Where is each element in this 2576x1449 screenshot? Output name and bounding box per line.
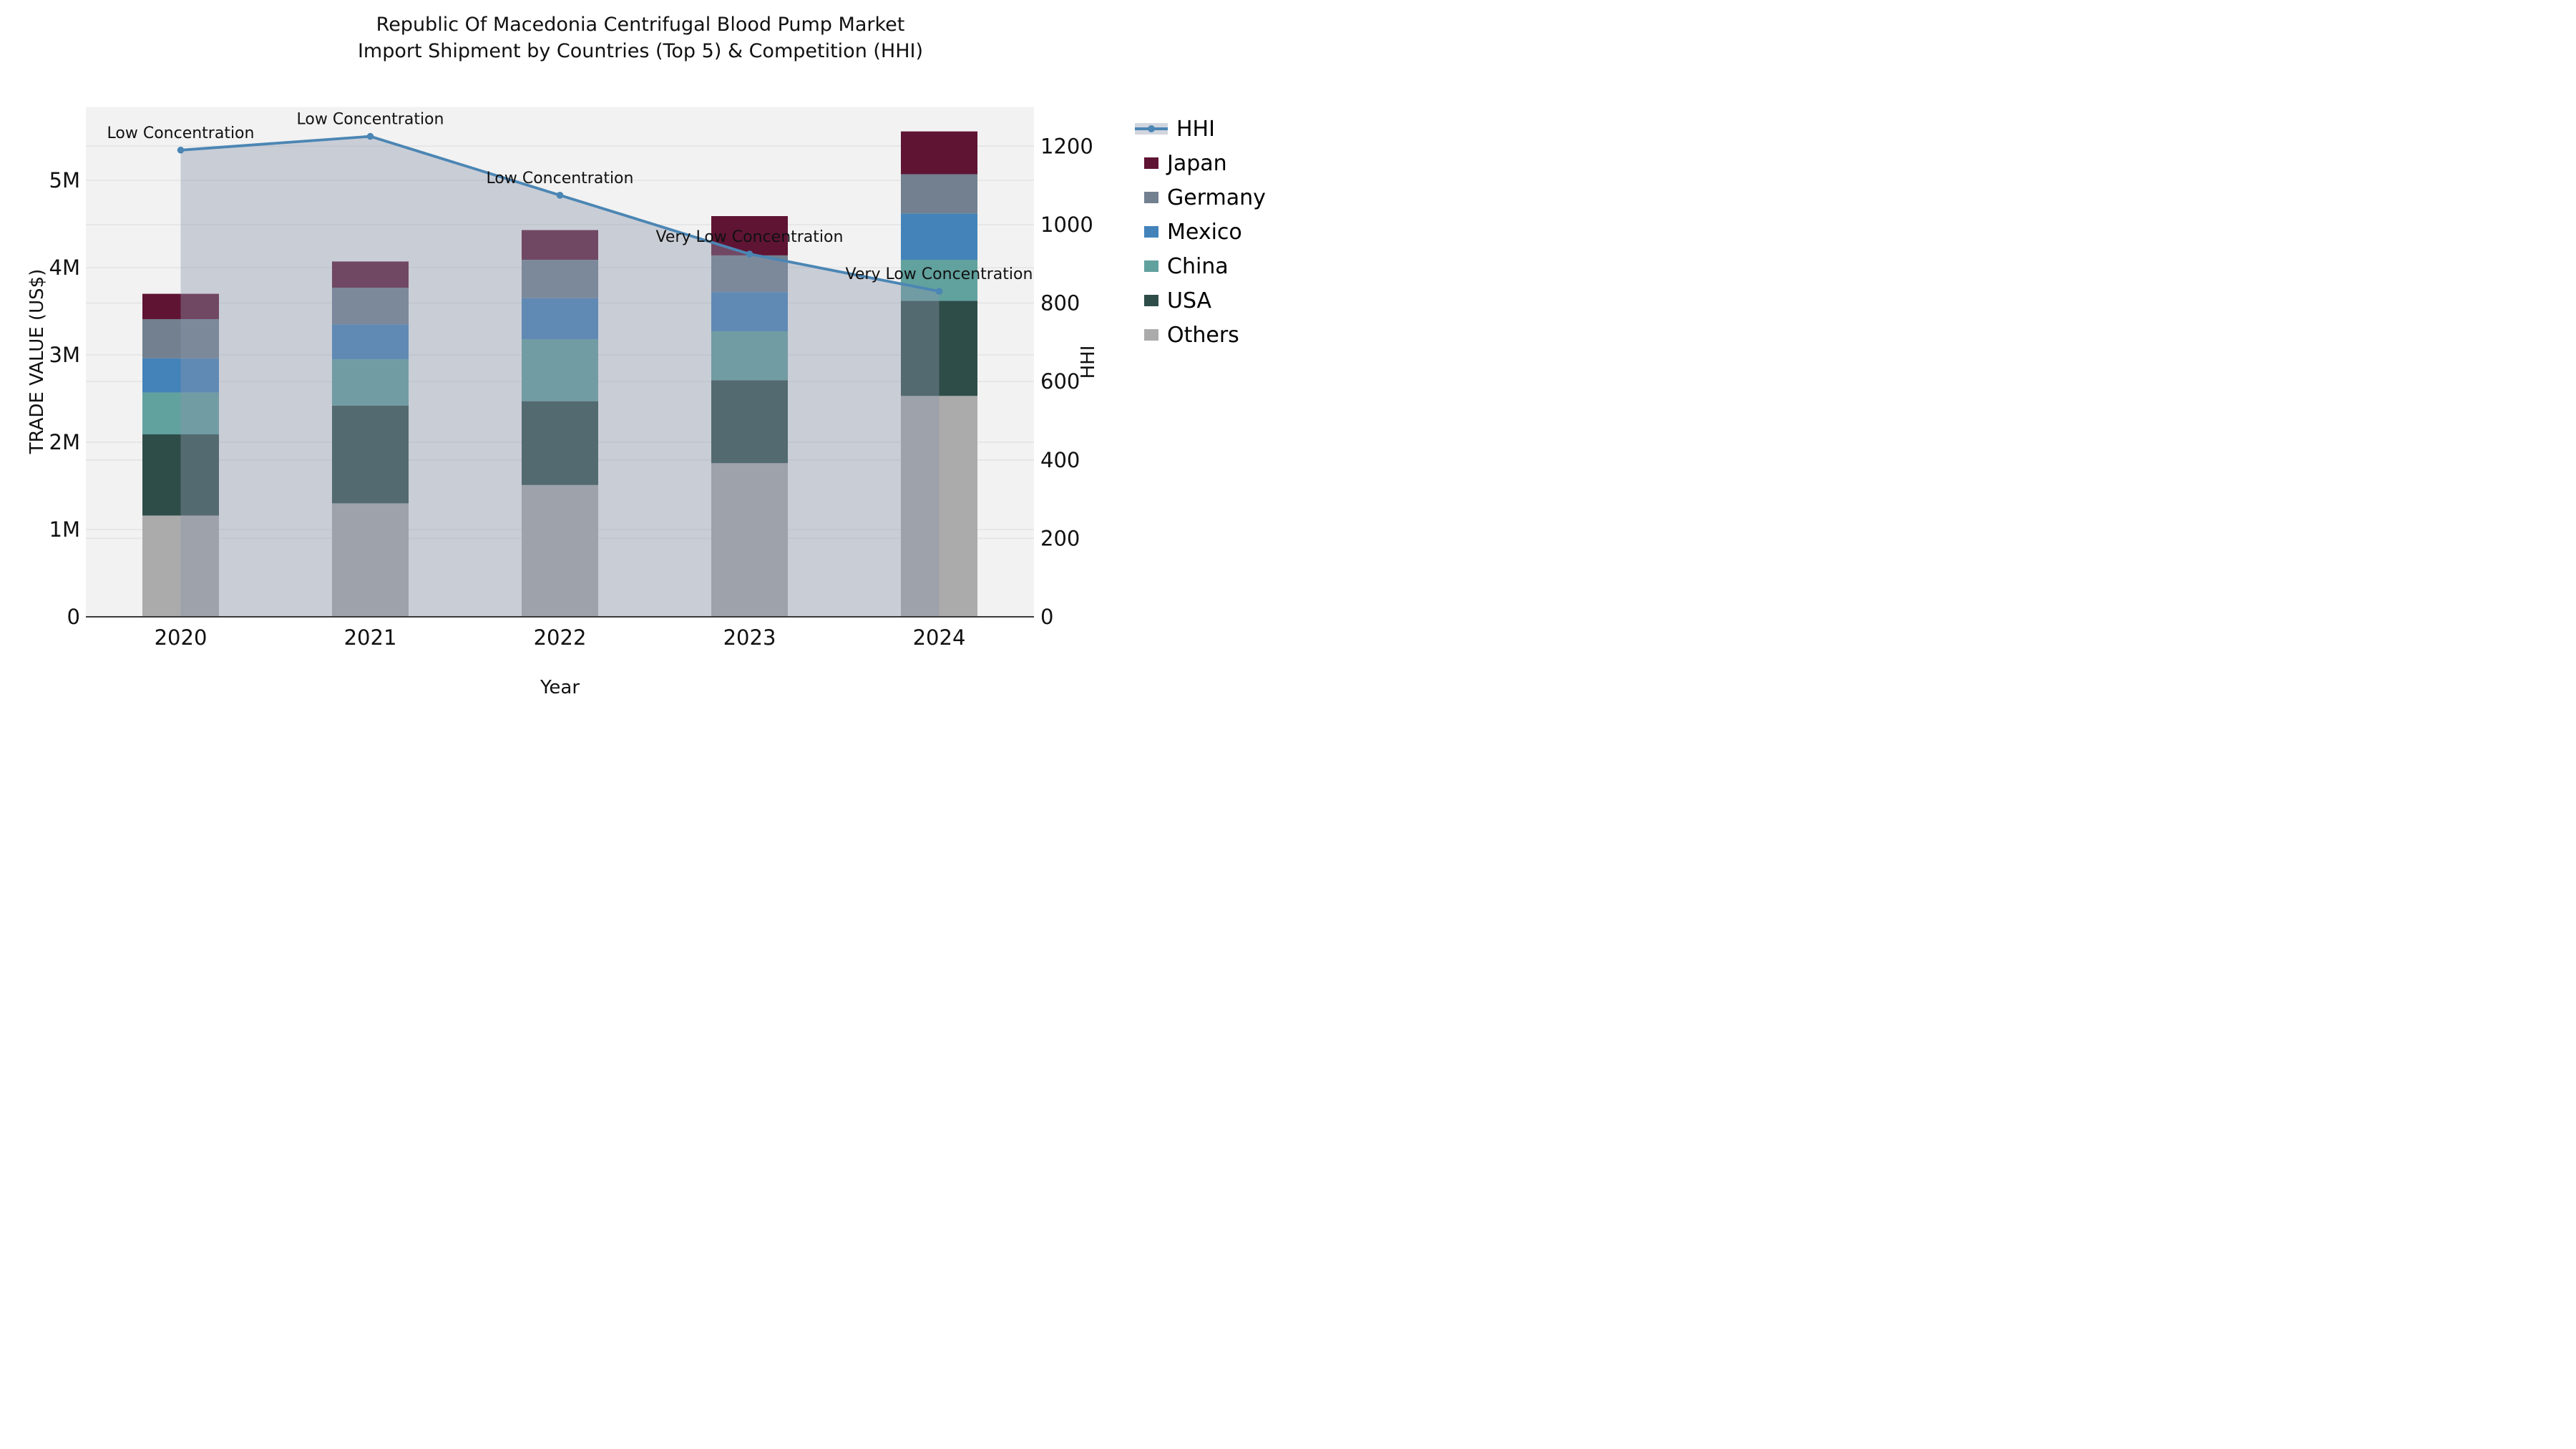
bar-segment-2020-others bbox=[142, 515, 219, 617]
legend-item-japan: Japan bbox=[1135, 146, 1266, 180]
annotation-2020: Low Concentration bbox=[107, 125, 255, 142]
hhi-point-2022 bbox=[556, 192, 564, 199]
legend-label-others: Others bbox=[1167, 322, 1239, 348]
legend-item-hhi: HHI bbox=[1135, 112, 1266, 146]
x-tick-2024: 2024 bbox=[913, 625, 966, 650]
bar-segment-2022-china bbox=[522, 339, 598, 401]
bar-segment-2024-japan bbox=[901, 131, 977, 175]
x-axis-label: Year bbox=[540, 677, 580, 698]
chart-title-line1: Republic Of Macedonia Centrifugal Blood … bbox=[376, 14, 905, 36]
right-tick-400: 400 bbox=[1040, 448, 1080, 472]
bar-segment-2023-china bbox=[711, 331, 788, 381]
legend-item-china: China bbox=[1135, 249, 1266, 283]
bar-segment-2020-japan bbox=[142, 293, 219, 319]
chart-figure: Low Concentration Low Concentration Low Co… bbox=[0, 0, 1288, 725]
right-tick-1000: 1000 bbox=[1040, 213, 1093, 237]
left-tick-3M: 3M bbox=[49, 343, 80, 367]
bar-segment-2023-usa bbox=[711, 380, 788, 464]
legend-item-usa: USA bbox=[1135, 283, 1266, 318]
bar-segment-2022-mexico bbox=[522, 298, 598, 340]
legend-swatch-china bbox=[1144, 260, 1158, 272]
legend-label-mexico: Mexico bbox=[1167, 219, 1242, 245]
right-axis-label: HHI bbox=[1078, 345, 1099, 379]
chart-title: Republic Of Macedonia Centrifugal Blood … bbox=[0, 11, 1281, 64]
hhi-point-2020 bbox=[177, 146, 185, 154]
right-tick-0: 0 bbox=[1040, 605, 1053, 629]
left-tick-1M: 1M bbox=[49, 517, 80, 542]
bar-segment-2021-china bbox=[332, 359, 409, 406]
left-tick-0: 0 bbox=[67, 605, 80, 629]
bar-segment-2020-germany bbox=[142, 318, 219, 358]
legend-swatch-usa bbox=[1144, 295, 1158, 306]
bar-segment-2021-mexico bbox=[332, 324, 409, 360]
annotation-2022: Low Concentration bbox=[487, 170, 634, 187]
left-axis-label: TRADE VALUE (US$) bbox=[26, 268, 48, 454]
bar-segment-2021-usa bbox=[332, 405, 409, 504]
bar-segment-2022-others bbox=[522, 484, 598, 617]
bar-segment-2020-china bbox=[142, 392, 219, 435]
chart-canvas: Low Concentration Low Concentration Low Co… bbox=[49, 107, 1093, 650]
legend-hhi-line-icon bbox=[1135, 123, 1168, 135]
right-tick-600: 600 bbox=[1040, 369, 1080, 394]
x-tick-2022: 2022 bbox=[534, 625, 587, 650]
legend-swatch-others bbox=[1144, 329, 1158, 341]
legend-hhi-marker bbox=[1148, 125, 1155, 132]
bar-segment-2020-mexico bbox=[142, 358, 219, 393]
legend-label-usa: USA bbox=[1167, 288, 1212, 313]
x-tick-2020: 2020 bbox=[155, 625, 208, 650]
bar-segment-2024-others bbox=[901, 396, 977, 617]
left-tick-4M: 4M bbox=[49, 255, 80, 280]
bar-segment-2024-usa bbox=[901, 301, 977, 396]
annotation-2021: Low Concentration bbox=[297, 111, 444, 129]
annotation-2024: Very Low Concentration bbox=[846, 265, 1033, 283]
bar-segment-2021-japan bbox=[332, 261, 409, 288]
bar-segment-2024-mexico bbox=[901, 213, 977, 260]
legend: HHI Japan Germany Mexico China USA Others bbox=[1135, 112, 1266, 352]
legend-swatch-japan bbox=[1144, 157, 1158, 169]
legend-label-hhi: HHI bbox=[1176, 116, 1215, 142]
left-tick-2M: 2M bbox=[49, 430, 80, 454]
right-tick-800: 800 bbox=[1040, 291, 1080, 316]
legend-label-china: China bbox=[1167, 253, 1229, 279]
x-tick-2023: 2023 bbox=[723, 625, 776, 650]
bar-segment-2022-japan bbox=[522, 230, 598, 260]
right-tick-1200: 1200 bbox=[1040, 134, 1093, 158]
right-tick-200: 200 bbox=[1040, 526, 1080, 550]
bar-segment-2024-germany bbox=[901, 174, 977, 214]
legend-item-others: Others bbox=[1135, 318, 1266, 352]
legend-label-japan: Japan bbox=[1167, 150, 1227, 176]
chart-title-line2: Import Shipment by Countries (Top 5) & C… bbox=[357, 40, 924, 62]
hhi-point-2024 bbox=[935, 288, 943, 295]
bar-segment-2023-germany bbox=[711, 255, 788, 293]
left-tick-5M: 5M bbox=[49, 168, 80, 192]
bar-segment-2022-germany bbox=[522, 260, 598, 298]
legend-swatch-germany bbox=[1144, 192, 1158, 203]
bar-segment-2023-japan bbox=[711, 216, 788, 255]
bar-segment-2021-others bbox=[332, 503, 409, 617]
x-tick-2021: 2021 bbox=[344, 625, 397, 650]
bar-segment-2023-others bbox=[711, 463, 788, 617]
legend-swatch-mexico bbox=[1144, 226, 1158, 238]
legend-item-germany: Germany bbox=[1135, 180, 1266, 215]
legend-label-germany: Germany bbox=[1167, 185, 1266, 210]
bar-segment-2022-usa bbox=[522, 401, 598, 485]
annotation-2023: Very Low Concentration bbox=[656, 228, 844, 246]
legend-item-mexico: Mexico bbox=[1135, 215, 1266, 249]
hhi-point-2021 bbox=[366, 132, 374, 140]
hhi-point-2023 bbox=[746, 250, 753, 258]
bar-segment-2023-mexico bbox=[711, 292, 788, 332]
bar-segment-2020-usa bbox=[142, 434, 219, 516]
bar-segment-2021-germany bbox=[332, 288, 409, 325]
